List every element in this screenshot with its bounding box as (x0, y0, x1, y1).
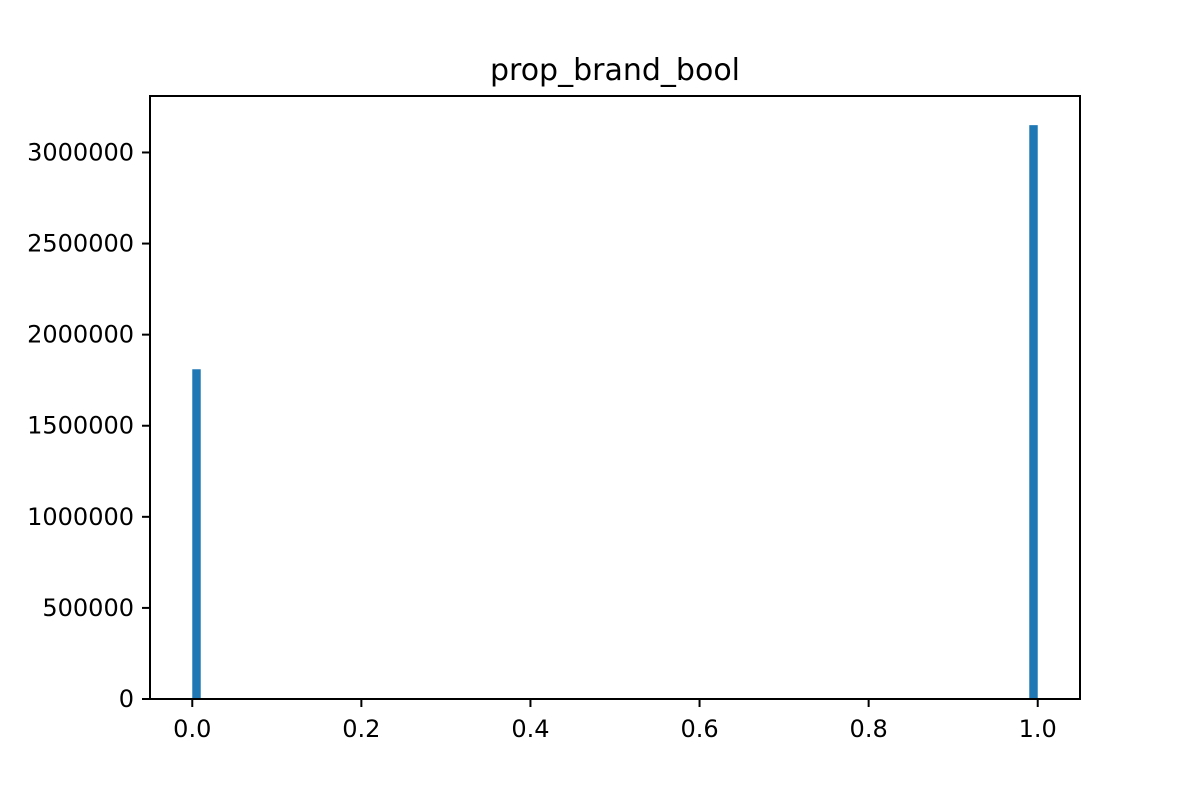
y-tick-label: 500000 (42, 594, 134, 622)
y-axis: 0 500000 1000000 1500000 2000000 2500000 30000… (27, 138, 150, 713)
histogram-bar-0 (192, 369, 201, 699)
x-tick-label: 0.4 (511, 715, 549, 743)
x-tick-label: 1.0 (1019, 715, 1057, 743)
x-tick-label: 0.0 (173, 715, 211, 743)
y-tick-label: 0 (119, 685, 134, 713)
x-axis: 0.0 0.2 0.4 0.6 0.8 1.0 (173, 699, 1057, 743)
histogram-bar-1 (1029, 125, 1038, 700)
y-tick-label: 1500000 (27, 412, 134, 440)
plot-frame (149, 95, 1081, 700)
x-tick-label: 0.8 (850, 715, 888, 743)
x-tick-label: 0.6 (680, 715, 718, 743)
y-tick-label: 3000000 (27, 138, 134, 166)
y-tick-label: 2000000 (27, 321, 134, 349)
y-tick-label: 2500000 (27, 230, 134, 258)
x-tick-label: 0.2 (342, 715, 380, 743)
chart-title: prop_brand_bool (490, 53, 740, 88)
histogram-bars (192, 125, 1038, 700)
y-tick-label: 1000000 (27, 503, 134, 531)
